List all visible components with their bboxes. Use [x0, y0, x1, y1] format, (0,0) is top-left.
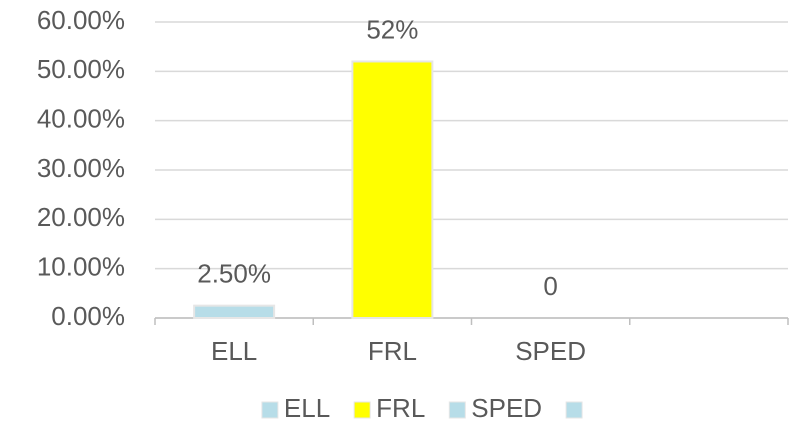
y-tick-label: 0.00% [51, 301, 125, 331]
legend-swatch [565, 401, 583, 419]
legend-swatch [448, 401, 466, 419]
y-tick-label: 30.00% [37, 153, 125, 183]
y-tick-label: 20.00% [37, 202, 125, 232]
legend-label: ELL [284, 393, 330, 423]
y-tick-label: 60.00% [37, 5, 125, 35]
y-tick-label: 10.00% [37, 252, 125, 282]
y-tick-label: 40.00% [37, 104, 125, 134]
x-tick-label: FRL [368, 336, 417, 366]
bar [351, 60, 434, 319]
legend-label: FRL [376, 393, 425, 423]
y-tick-label: 50.00% [37, 54, 125, 84]
x-tick-label: ELL [211, 336, 257, 366]
data-label: 2.50% [197, 259, 271, 289]
legend-label: SPED [471, 393, 542, 423]
legend-swatch [353, 401, 371, 419]
data-label: 52% [366, 14, 418, 44]
legend-swatch [261, 401, 279, 419]
bar [193, 304, 276, 319]
data-label: 0 [543, 271, 557, 301]
x-tick-label: SPED [515, 336, 586, 366]
